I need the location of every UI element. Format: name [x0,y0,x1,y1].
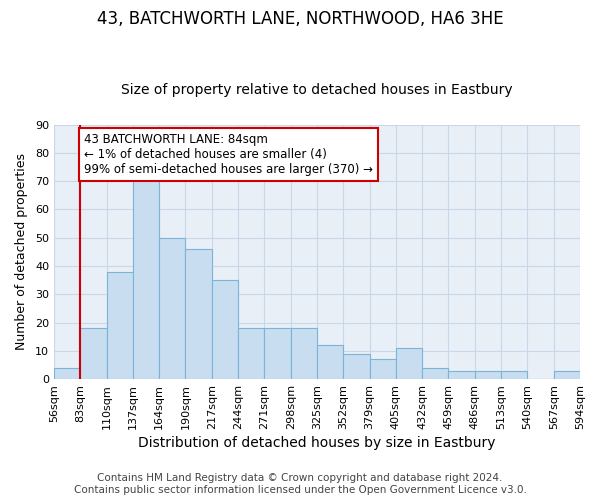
Text: 43, BATCHWORTH LANE, NORTHWOOD, HA6 3HE: 43, BATCHWORTH LANE, NORTHWOOD, HA6 3HE [97,10,503,28]
Bar [343,354,370,379]
Bar [475,370,501,379]
Text: Contains HM Land Registry data © Crown copyright and database right 2024.
Contai: Contains HM Land Registry data © Crown c… [74,474,526,495]
Bar [448,370,475,379]
Bar [317,345,343,379]
Bar [107,272,133,379]
Bar [54,368,80,379]
Bar [501,370,527,379]
Bar [238,328,265,379]
Bar [265,328,290,379]
Bar [80,328,107,379]
Bar [554,370,580,379]
Bar [133,176,159,379]
Y-axis label: Number of detached properties: Number of detached properties [15,154,28,350]
Bar [422,368,448,379]
Bar [396,348,422,379]
Title: Size of property relative to detached houses in Eastbury: Size of property relative to detached ho… [121,83,513,97]
Text: 43 BATCHWORTH LANE: 84sqm
← 1% of detached houses are smaller (4)
99% of semi-de: 43 BATCHWORTH LANE: 84sqm ← 1% of detach… [84,133,373,176]
Bar [212,280,238,379]
Bar [159,238,185,379]
Bar [290,328,317,379]
Bar [185,249,212,379]
X-axis label: Distribution of detached houses by size in Eastbury: Distribution of detached houses by size … [138,436,496,450]
Bar [370,360,396,379]
